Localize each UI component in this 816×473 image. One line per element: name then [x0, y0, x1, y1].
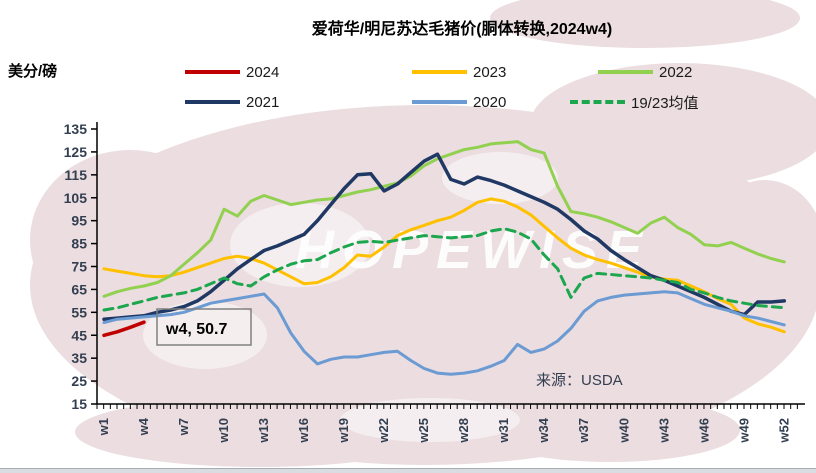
legend-swatch-2020 [412, 100, 467, 104]
legend-item-2024: 2024 [185, 62, 279, 82]
y-tick-label: 95 [71, 213, 87, 229]
legend-label: 2022 [659, 63, 693, 81]
legend-item-2023: 2023 [412, 62, 506, 82]
legend-item-19/23均值: 19/23均值 [570, 92, 699, 112]
source-note: 来源：USDA [536, 372, 623, 389]
y-tick-label: 105 [64, 190, 88, 206]
x-tick-label: w37 [576, 418, 591, 444]
chart-title: 爱荷华/明尼苏达毛猪价(胴体转换,2024w4) [312, 19, 613, 38]
x-tick-label: w49 [736, 418, 751, 444]
watermark-text: HOPEWISE [295, 220, 650, 280]
x-tick-label: w28 [456, 418, 471, 444]
x-tick-label: w19 [336, 418, 351, 444]
legend-swatch-19/23均值 [570, 100, 625, 104]
x-tick-label: w16 [296, 418, 311, 444]
legend-swatch-2024 [185, 70, 240, 74]
x-tick-label: w52 [776, 418, 791, 444]
y-tick-label: 55 [71, 304, 87, 320]
x-tick-label: w1 [96, 418, 111, 436]
x-tick-label: w40 [616, 418, 631, 444]
window-bottom-edge [0, 468, 816, 473]
x-tick-label: w10 [216, 418, 231, 444]
series-line-19/23均值 [102, 227, 786, 312]
y-tick-label: 135 [64, 121, 88, 137]
x-tick-label: w34 [536, 417, 551, 443]
y-tick-label: 45 [71, 327, 87, 343]
pig-logo-highlights [143, 152, 558, 442]
series-line-2020 [102, 290, 786, 376]
y-tick-label: 115 [64, 167, 87, 183]
y-tick-label: 25 [71, 373, 87, 389]
x-tick-label: w13 [256, 418, 271, 444]
legend-label: 2021 [246, 93, 280, 111]
legend-swatch-2022 [598, 70, 653, 74]
y-tick-label: 15 [71, 396, 87, 412]
data-callout: w4, 50.7 [156, 308, 252, 346]
legend-item-2022: 2022 [598, 62, 692, 82]
x-tick-label: w25 [416, 418, 431, 444]
legend-label: 2024 [246, 63, 280, 81]
x-tick-label: w22 [376, 418, 391, 444]
pig-logo-watermark [30, 0, 816, 467]
y-tick-label: 65 [71, 281, 87, 297]
y-tick-label: 35 [71, 350, 87, 366]
x-tick-label: w4 [136, 417, 151, 436]
x-tick-label: w46 [696, 418, 711, 444]
legend-label: 19/23均值 [631, 94, 699, 112]
series-line-2023 [102, 197, 786, 334]
legend-swatch-2021 [185, 100, 240, 104]
series-line-2024 [102, 320, 146, 338]
legend-label: 2023 [473, 63, 507, 81]
x-tick-label: w43 [656, 418, 671, 444]
legend-item-2020: 2020 [412, 92, 506, 112]
callout-box [156, 308, 252, 346]
x-tick-label: w31 [496, 418, 511, 444]
x-tick-label: w7 [176, 418, 191, 436]
legend-swatch-2023 [412, 70, 467, 74]
series-line-2021 [102, 152, 787, 321]
legend-item-2021: 2021 [185, 92, 279, 112]
y-tick-label: 125 [64, 144, 88, 160]
y-tick-label: 75 [71, 259, 87, 275]
y-axis-unit-label: 美分/磅 [8, 62, 57, 80]
legend-label: 2020 [473, 93, 507, 111]
callout-text: w4, 50.7 [165, 321, 227, 338]
axes-and-series: 15 25 35 45 55 65 75 85 95 105 115 125 135 w1 w4 w7 w10 w… [64, 121, 805, 444]
series-line-2022 [102, 140, 786, 298]
y-tick-label: 85 [71, 236, 87, 252]
